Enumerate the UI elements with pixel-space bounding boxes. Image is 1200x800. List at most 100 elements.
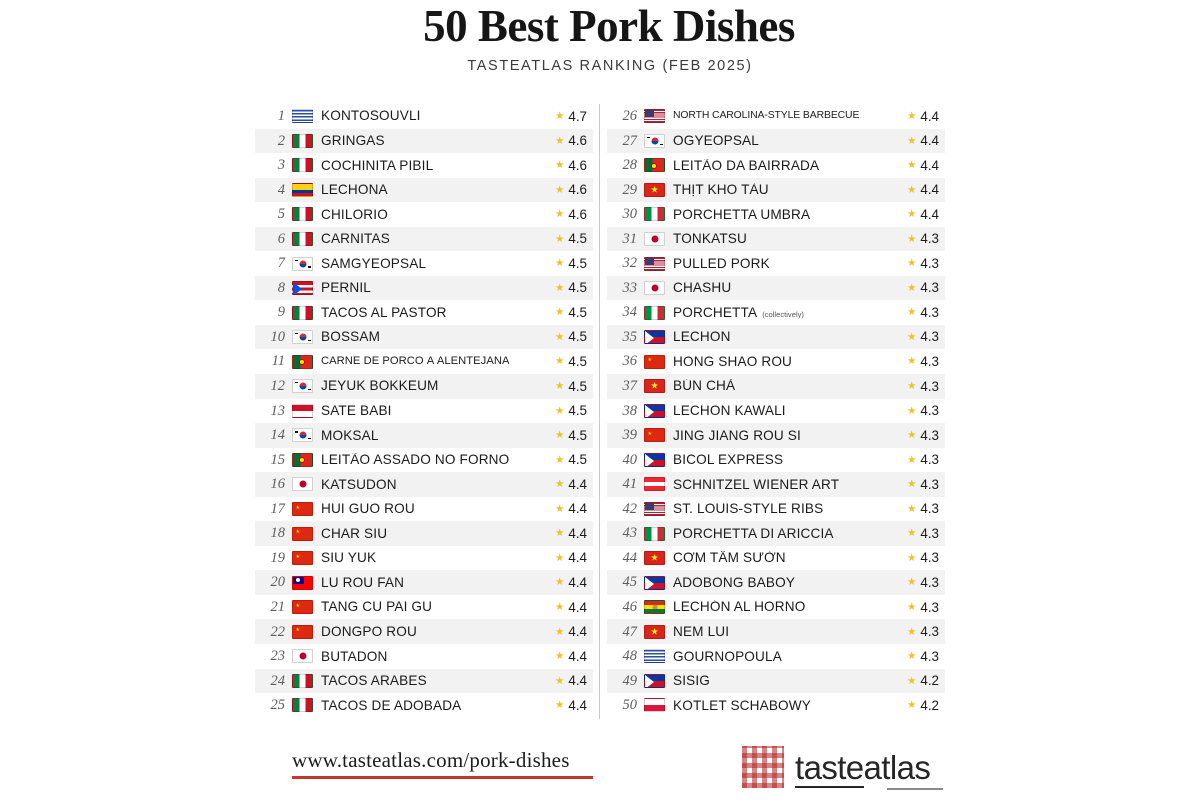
table-row[interactable]: 41 SCHNITZEL WIENER ART ★ 4.3 [607,472,945,497]
rating-score: ★ 4.3 [907,453,943,467]
table-row[interactable]: 46 LECHÓN AL HORNO ★ 4.3 [607,594,945,620]
table-row[interactable]: 32 PULLED PORK ★ 4.3 [607,251,945,276]
flag-icon-japan [292,649,313,664]
brand-wordmark-part1: taste [795,748,864,788]
footer-url[interactable]: www.tasteatlas.com/pork-dishes [292,748,570,772]
table-row[interactable]: 10 BOSSAM ★ 4.5 [255,324,593,350]
rank-number: 46 [622,598,638,615]
table-row[interactable]: 33 CHASHU ★ 4.3 [607,275,945,301]
footer-url-block[interactable]: www.tasteatlas.com/pork-dishes [292,748,593,779]
table-row[interactable]: 2 GRINGAS ★ 4.6 [255,128,593,154]
rating-score: ★ 4.6 [554,183,591,197]
table-row[interactable]: 50 KOTLET SCHABOWY ★ 4.2 [607,693,945,718]
table-row[interactable]: 15 LEITÃO ASSADO NO FORNO ★ 4.5 [255,447,593,473]
rating-value: 4.3 [920,476,939,492]
star-icon: ★ [906,232,917,245]
table-row[interactable]: 40 BICOL EXPRESS ★ 4.3 [607,447,945,473]
flag-icon-italy [644,305,665,320]
dish-name: CHILORIO [321,207,388,222]
table-row[interactable]: 23 BUTADON ★ 4.4 [255,644,593,669]
table-row[interactable]: 31 TONKATSU ★ 4.3 [607,226,945,252]
table-row[interactable]: 48 GOURNOPOULA ★ 4.3 [607,644,945,669]
star-icon: ★ [554,183,565,196]
rating-value: 4.3 [920,427,939,443]
rating-score: ★ 4.4 [555,477,591,491]
table-row[interactable]: 49 SISIG ★ 4.2 [607,668,945,694]
table-row[interactable]: 42 ST. LOUIS-STYLE RIBS ★ 4.3 [607,496,945,522]
rank-number: 35 [622,328,638,345]
table-row[interactable]: 25 TACOS DE ADOBADA ★ 4.4 [255,693,593,718]
table-row[interactable]: 43 PORCHETTA DI ARICCIA ★ 4.3 [607,521,945,546]
table-row[interactable]: 24 TACOS ARABES ★ 4.4 [255,668,593,694]
rating-value: 4.2 [920,697,939,713]
star-icon: ★ [906,625,917,638]
dish-name: SAMGYEOPSAL [321,256,427,271]
table-row[interactable]: 5 CHILORIO ★ 4.6 [255,202,593,227]
dish-name: NORTH CAROLINA-STYLE BARBECUE [673,111,860,122]
table-row[interactable]: 7 SAMGYEOPSAL ★ 4.5 [255,251,593,276]
table-row[interactable]: 16 KATSUDON ★ 4.4 [255,472,593,497]
flag-icon-south-korea [644,133,665,148]
table-row[interactable]: 37 ★ BÚN CHẢ ★ 4.3 [607,374,945,399]
rank-number: 40 [622,451,638,468]
table-row[interactable]: 11 CARNE DE PORCO À ALENTEJANA ★ 4.5 [255,349,593,375]
star-icon: ★ [554,232,565,245]
table-row[interactable]: 12 JEYUK BOKKEUM ★ 4.5 [255,374,593,399]
star-icon: ★ [554,527,565,540]
rating-value: 4.5 [568,329,587,345]
page-subtitle: TASTEATLAS RANKING (FEB 2025) [467,58,753,74]
table-row[interactable]: 9 TACOS AL PASTOR ★ 4.5 [255,300,593,325]
rating-value: 4.6 [568,157,587,173]
table-row[interactable]: 13 SATE BABI ★ 4.5 [255,398,593,424]
table-row[interactable]: 19 ★ SIU YUK ★ 4.4 [255,545,593,571]
table-row[interactable]: 22 ★ DONGPO ROU ★ 4.4 [255,619,593,645]
table-row[interactable]: 3 COCHINITA PIBIL ★ 4.6 [255,153,593,178]
star-icon: ★ [554,625,565,638]
table-row[interactable]: 29 ★ THỊT KHO TÀU ★ 4.4 [607,177,945,203]
table-row[interactable]: 8 PERNIL ★ 4.5 [255,275,593,301]
table-row[interactable]: 30 PORCHETTA UMBRA ★ 4.4 [607,202,945,227]
ranking-board: 1 KONTOSOUVLI ★ 4.7 2 GRINGAS ★ 4.6 3 COCHINITA P… [255,104,945,719]
rating-score: ★ 4.5 [555,329,591,345]
rank-number: 42 [622,500,638,517]
table-row[interactable]: 39 ★ JING JIANG ROU SI ★ 4.3 [607,423,945,448]
star-icon: ★ [906,355,917,368]
dish-name: MOKSAL [321,428,379,443]
rating-score: ★ 4.3 [906,232,943,246]
table-row[interactable]: 47 ★ NEM LUI ★ 4.3 [607,619,945,645]
table-row[interactable]: 44 ★ CƠM TẤM SƯỜN ★ 4.3 [607,545,945,571]
dish-name: BÚN CHẢ [673,379,736,394]
rank-number: 19 [270,549,286,566]
footer: www.tasteatlas.com/pork-dishes tasteatla… [0,746,1200,800]
dish-name: GRINGAS [321,134,385,148]
rank-number: 39 [622,427,638,444]
table-row[interactable]: 38 LECHON KAWALI ★ 4.3 [607,398,945,424]
table-row[interactable]: 6 CARNITAS ★ 4.5 [255,226,593,252]
rating-score: ★ 4.3 [907,600,943,614]
flag-icon-south-korea [292,330,313,345]
table-row[interactable]: 26 NORTH CAROLINA-STYLE BARBECUE ★ 4.4 [607,104,945,129]
table-row[interactable]: 45 ADOBONG BABOY ★ 4.3 [607,570,945,595]
table-row[interactable]: 34 PORCHETTA (collectively) ★ 4.3 [607,300,945,325]
rank-number: 21 [270,598,286,615]
table-row[interactable]: 21 ★ TANG CU PAI GU ★ 4.4 [255,594,593,620]
rank-number: 23 [270,648,286,665]
table-row[interactable]: 18 ★ CHAR SIU ★ 4.4 [255,521,593,546]
table-row[interactable]: 36 ★ HONG SHAO ROU ★ 4.3 [607,349,945,375]
rating-score: ★ 4.3 [907,330,943,344]
rating-value: 4.3 [920,525,939,541]
rating-value: 4.3 [920,501,939,517]
star-icon: ★ [906,674,917,687]
table-row[interactable]: 4 LECHONA ★ 4.6 [255,177,593,203]
dish-name: GOURNOPOULA [673,649,782,664]
table-row[interactable]: 27 OGYEOPSAL ★ 4.4 [607,128,945,154]
table-row[interactable]: 17 ★ HUI GUO ROU ★ 4.4 [255,496,593,522]
table-row[interactable]: 14 MOKSAL ★ 4.5 [255,423,593,448]
table-row[interactable]: 35 LECHON ★ 4.3 [607,324,945,350]
rank-number: 45 [622,574,638,591]
table-row[interactable]: 20 LU ROU FAN ★ 4.4 [255,570,593,595]
dish-name: CHAR SIU [321,526,388,541]
table-row[interactable]: 1 KONTOSOUVLI ★ 4.7 [255,104,593,129]
table-row[interactable]: 28 LEITÃO DA BAIRRADA ★ 4.4 [607,153,945,178]
